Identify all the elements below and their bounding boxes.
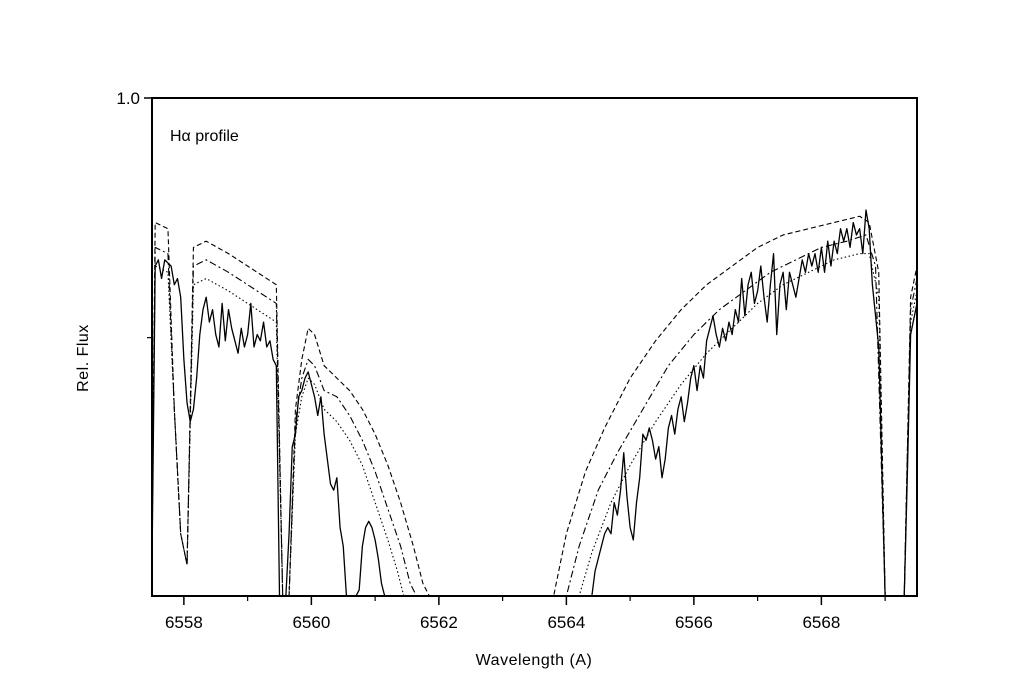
y-tick-label: 1.0 [116,89,140,108]
x-tick-label: 6566 [675,613,713,632]
series-line-dashed [152,215,917,596]
x-tick-label: 6560 [292,613,330,632]
series-line-solid [152,209,917,596]
x-tick-label: 6564 [547,613,585,632]
x-axis-label: Wavelength (A) [476,652,593,669]
x-tick-label: 6568 [802,613,840,632]
annotation-label: Hα profile [170,128,239,145]
series-line-dotted [152,253,917,596]
plot-frame [151,97,918,597]
x-tick-label: 6558 [165,613,203,632]
series-layer [152,209,917,596]
ticks-layer: 6558 6560 6562 6564 6566 6568 1.0 [116,89,886,632]
series-line-dash-dot [152,234,917,596]
y-axis-label: Rel. Flux [75,324,92,392]
x-tick-label: 6562 [420,613,458,632]
